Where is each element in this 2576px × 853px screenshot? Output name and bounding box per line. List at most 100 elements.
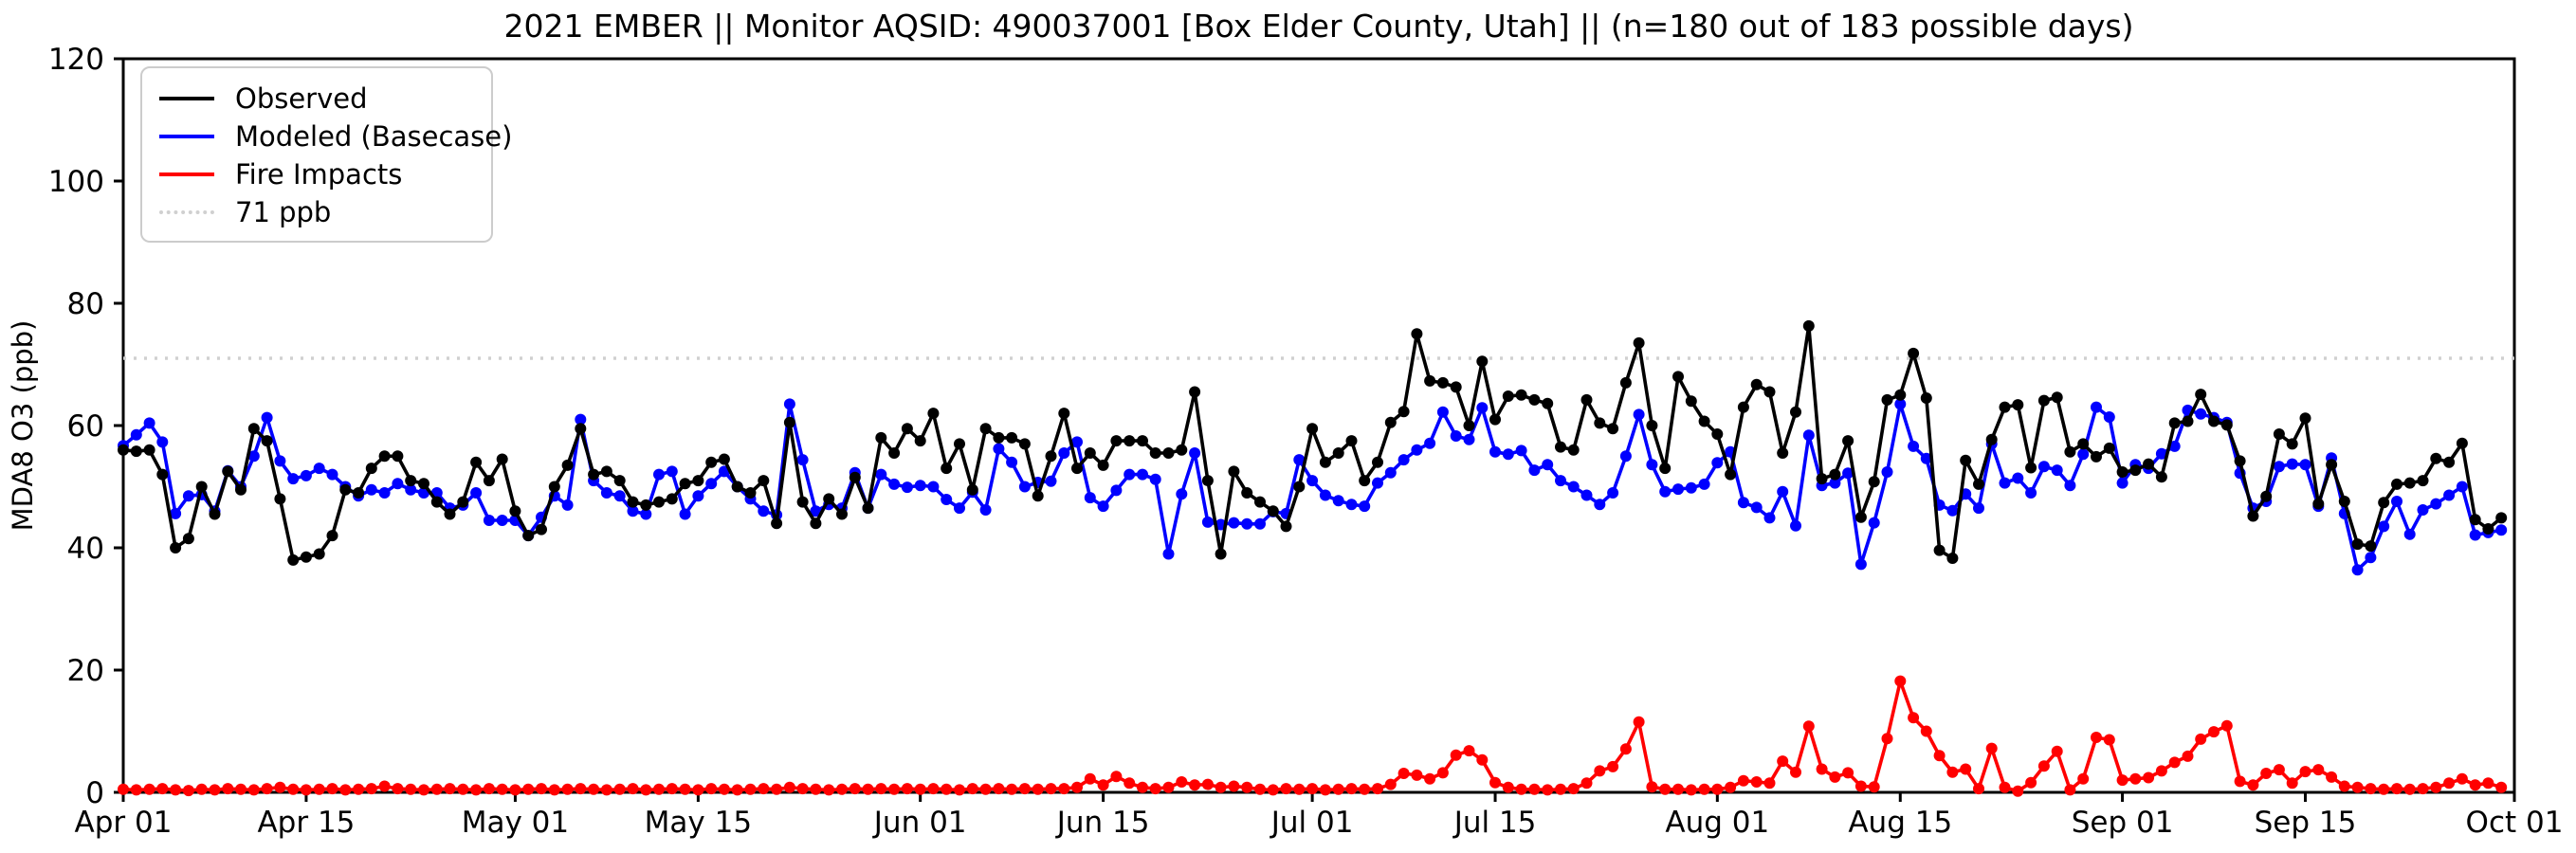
data-point-fire-impacts [783, 781, 795, 793]
legend: Observed Modeled (Basecase) Fire Impacts 71… [140, 66, 512, 243]
y-tick-label: 0 [85, 776, 104, 810]
data-point-observed [2155, 471, 2167, 483]
data-point-modeled-basecase [1763, 512, 1776, 524]
data-point-observed [2469, 514, 2481, 526]
data-point-fire-impacts [2338, 780, 2350, 792]
data-point-observed [1097, 459, 1109, 471]
data-point-modeled-basecase [875, 468, 887, 481]
data-point-observed [561, 459, 574, 471]
data-point-modeled-basecase [666, 465, 678, 478]
x-tick-label: Apr 15 [257, 806, 355, 840]
data-point-fire-impacts [483, 783, 495, 795]
data-point-fire-impacts [927, 783, 940, 795]
data-point-fire-impacts [326, 783, 338, 795]
data-point-fire-impacts [2299, 766, 2311, 778]
data-point-observed [1476, 355, 1489, 368]
data-point-modeled-basecase [613, 490, 626, 502]
data-point-fire-impacts [875, 783, 887, 795]
data-point-observed [1881, 393, 1893, 406]
data-point-observed [522, 530, 535, 542]
data-point-modeled-basecase [653, 468, 665, 481]
data-point-observed [1908, 347, 1920, 359]
data-point-observed [378, 450, 391, 463]
y-tick-label: 20 [67, 654, 104, 688]
data-point-fire-impacts [2143, 771, 2155, 784]
legend-entry: Modeled (Basecase) [159, 118, 512, 155]
data-point-observed [1946, 553, 1959, 564]
legend-sample-line [159, 97, 214, 100]
data-point-fire-impacts [2051, 745, 2063, 757]
data-point-modeled-basecase [1306, 475, 1319, 487]
legend-label: Modeled (Basecase) [235, 120, 513, 153]
data-point-modeled-basecase [1372, 477, 1383, 489]
data-point-observed [2326, 459, 2338, 471]
data-point-observed [1280, 520, 1292, 533]
data-point-fire-impacts [457, 783, 469, 795]
data-point-observed [1842, 435, 1854, 447]
data-point-fire-impacts [1436, 767, 1449, 779]
data-point-observed [2025, 462, 2037, 474]
data-point-modeled-basecase [2417, 504, 2429, 516]
data-point-fire-impacts [901, 783, 913, 795]
data-point-fire-impacts [862, 783, 874, 795]
data-point-observed [810, 517, 822, 530]
data-point-observed [2168, 417, 2181, 429]
data-point-modeled-basecase [1619, 450, 1632, 463]
data-point-modeled-basecase [758, 505, 770, 517]
data-point-observed [1319, 456, 1331, 468]
data-point-fire-impacts [1411, 769, 1423, 781]
data-point-modeled-basecase [1176, 488, 1188, 500]
data-point-modeled-basecase [2286, 458, 2298, 470]
data-point-observed [405, 475, 417, 487]
data-point-modeled-basecase [2391, 496, 2402, 507]
data-point-fire-impacts [118, 783, 129, 795]
data-point-observed [2116, 466, 2128, 478]
data-point-observed [261, 435, 273, 447]
data-point-fire-impacts [300, 784, 312, 796]
data-point-modeled-basecase [405, 483, 417, 496]
data-point-modeled-basecase [156, 436, 169, 448]
data-point-fire-impacts [1802, 720, 1815, 733]
data-point-fire-impacts [1398, 768, 1410, 779]
data-point-fire-impacts [1515, 783, 1527, 795]
data-point-fire-impacts [2260, 768, 2273, 779]
data-point-fire-impacts [444, 783, 456, 795]
data-point-observed [2037, 394, 2050, 407]
data-point-observed [640, 499, 652, 511]
x-tick-label: Oct 01 [2466, 806, 2564, 840]
data-point-modeled-basecase [1777, 485, 1789, 498]
data-point-modeled-basecase [2403, 528, 2416, 540]
data-point-observed [914, 435, 926, 447]
legend-sample-line [159, 135, 214, 138]
data-point-fire-impacts [823, 784, 835, 796]
data-point-observed [771, 517, 783, 530]
data-point-observed [1985, 433, 1998, 445]
data-point-modeled-basecase [1580, 489, 1593, 501]
data-point-fire-impacts [353, 783, 365, 795]
data-point-modeled-basecase [496, 515, 508, 526]
data-point-fire-impacts [2351, 781, 2364, 793]
data-point-observed [1162, 447, 1175, 459]
x-tick-label: May 01 [462, 806, 569, 840]
data-point-observed [1411, 328, 1423, 340]
data-point-fire-impacts [2378, 783, 2390, 795]
data-point-fire-impacts [261, 783, 273, 795]
data-point-fire-impacts [274, 781, 286, 793]
data-point-fire-impacts [1999, 781, 2011, 793]
data-point-fire-impacts [1032, 783, 1044, 795]
data-point-observed [118, 444, 129, 456]
data-point-fire-impacts [1084, 772, 1096, 785]
data-point-observed [927, 408, 940, 420]
data-point-observed [1607, 423, 1619, 435]
data-point-modeled-basecase [979, 504, 992, 516]
data-point-modeled-basecase [143, 417, 155, 429]
data-point-fire-impacts [2195, 733, 2207, 745]
data-point-modeled-basecase [1750, 501, 1763, 514]
data-point-modeled-basecase [1084, 492, 1096, 504]
data-point-fire-impacts [1293, 783, 1306, 795]
data-point-modeled-basecase [1502, 448, 1514, 461]
data-point-fire-impacts [2155, 765, 2167, 777]
data-point-observed [274, 493, 286, 505]
data-point-modeled-basecase [1359, 500, 1371, 513]
